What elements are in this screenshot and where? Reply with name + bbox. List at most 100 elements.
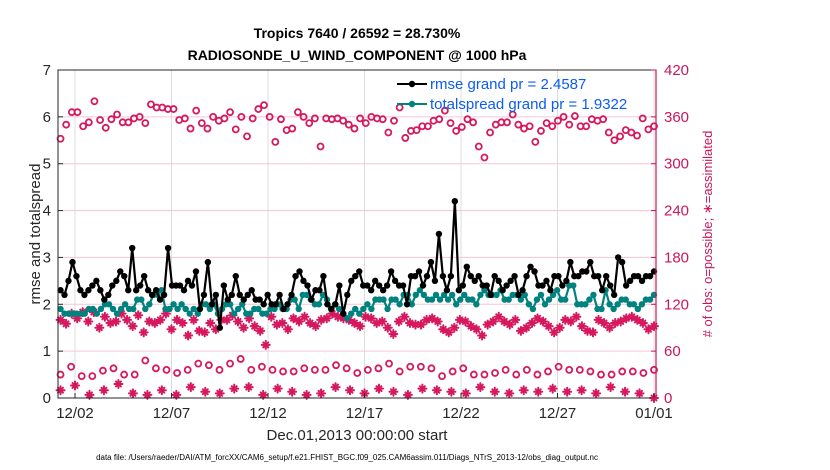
obs-possible-point-low xyxy=(416,362,425,371)
obs-possible-point-low xyxy=(565,365,574,374)
rmse-point xyxy=(113,277,120,285)
totalspread-point xyxy=(166,305,173,313)
rmse-point xyxy=(427,258,435,266)
rmse-point xyxy=(587,258,594,266)
rmse-point xyxy=(176,282,184,289)
obs-possible-point xyxy=(604,128,613,137)
y-ticks: 0 1 2 3 4 5 6 7 xyxy=(43,62,63,407)
obs-possible-point-low xyxy=(491,369,499,377)
obs-possible-point-low xyxy=(544,367,552,376)
totalspread-point xyxy=(170,301,177,308)
totalspread-point xyxy=(129,305,137,313)
totalspread-point xyxy=(638,301,646,308)
legend-spread-label: totalspread grand pr = 1.9322 xyxy=(430,96,627,113)
obs-possible-point xyxy=(101,123,110,132)
obs-possible-point xyxy=(412,126,421,135)
rmse-point xyxy=(626,277,634,285)
obs-assimilated-point xyxy=(493,311,504,322)
obs-possible-point xyxy=(565,120,574,129)
y2-tick-label: 0 xyxy=(664,390,672,407)
obs-possible-point-low xyxy=(448,367,457,376)
obs-assimilated-point xyxy=(649,321,659,332)
obs-possible-point xyxy=(277,115,285,124)
rmse-point xyxy=(89,282,96,289)
obs-assimilated-point xyxy=(310,321,321,332)
rmse-point xyxy=(324,301,331,308)
obs-possible-point-low xyxy=(469,370,478,379)
obs-assimilated-point-low xyxy=(504,388,515,399)
rmse-point xyxy=(387,268,395,275)
rmse-point xyxy=(125,287,132,294)
rmse-point xyxy=(216,324,224,331)
obs-assimilated-point xyxy=(499,316,510,327)
obs-assimilated-point xyxy=(127,321,138,332)
obs-assimilated-point xyxy=(554,322,565,333)
rmse-point xyxy=(69,258,76,266)
obs-possible-point xyxy=(474,142,483,151)
totalspread-point xyxy=(505,296,512,303)
obs-assimilated-point-low xyxy=(402,389,413,400)
obs-assimilated-point xyxy=(576,321,587,332)
totalspread-point xyxy=(295,305,302,313)
obs-assimilated-point xyxy=(177,318,188,329)
x-tick-label: 12/12 xyxy=(249,405,287,422)
obs-assimilated-point xyxy=(233,316,244,327)
obs-possible-point-low xyxy=(353,369,362,377)
totalspread-point xyxy=(186,310,193,317)
obs-possible-point xyxy=(435,115,444,124)
obs-assimilated-point xyxy=(549,327,560,338)
obs-possible-point xyxy=(203,124,212,133)
totalspread-point xyxy=(138,296,145,303)
totalspread-point xyxy=(97,305,105,313)
obs-assimilated-point-low xyxy=(489,386,500,397)
obs-possible-point xyxy=(124,118,133,127)
obs-possible-point xyxy=(180,114,189,123)
obs-possible-point xyxy=(616,132,624,141)
x-axis-label: Dec.01,2013 00:00:00 start xyxy=(267,427,449,444)
rmse-point xyxy=(296,268,303,275)
obs-assimilated-point-low xyxy=(287,386,298,397)
totalspread-point xyxy=(416,287,424,294)
totalspread-point xyxy=(368,305,375,313)
rmse-point xyxy=(555,272,562,280)
totalspread-point xyxy=(142,305,149,313)
rmse-point xyxy=(320,272,327,280)
obs-possible-point-low xyxy=(67,362,76,371)
obs-possible-point xyxy=(480,153,489,162)
rmse-point xyxy=(204,258,212,266)
obs-possible-point xyxy=(508,110,517,119)
obs-assimilated-point xyxy=(521,322,532,333)
obs-possible-point-low xyxy=(247,365,256,374)
rmse-point xyxy=(459,282,467,289)
obs-possible-point-low xyxy=(406,362,415,371)
rmse-point xyxy=(77,287,84,294)
obs-possible-point xyxy=(457,123,466,131)
rmse-point xyxy=(499,287,506,294)
obs-possible-point xyxy=(186,124,195,133)
rmse-point xyxy=(57,287,64,294)
obs-possible-point xyxy=(288,124,297,133)
totalspread-point xyxy=(461,291,468,299)
rmse-point xyxy=(447,272,455,280)
rmse-point xyxy=(184,277,192,285)
obs-assimilated-point xyxy=(416,319,427,330)
totalspread-point xyxy=(545,296,553,303)
rmse-point xyxy=(610,291,618,299)
obs-possible-point-low xyxy=(363,365,372,374)
totalspread-point xyxy=(561,296,569,303)
obs-possible-point xyxy=(582,122,591,131)
obs-possible-point xyxy=(90,97,99,106)
obs-possible-point xyxy=(542,119,551,128)
obs-assimilated-point xyxy=(138,327,149,338)
rmse-point xyxy=(344,291,351,299)
y2-tick-label: 240 xyxy=(664,203,689,220)
obs-assimilated-point-low xyxy=(547,383,558,394)
rmse-point xyxy=(352,272,359,280)
obs-assimilated-point xyxy=(255,325,266,336)
rmse-point xyxy=(348,277,355,285)
rmse-point xyxy=(260,301,267,308)
obs-assimilated-point xyxy=(277,318,288,329)
totalspread-point xyxy=(105,301,113,308)
rmse-point xyxy=(618,258,626,266)
rmse-point xyxy=(228,291,235,299)
